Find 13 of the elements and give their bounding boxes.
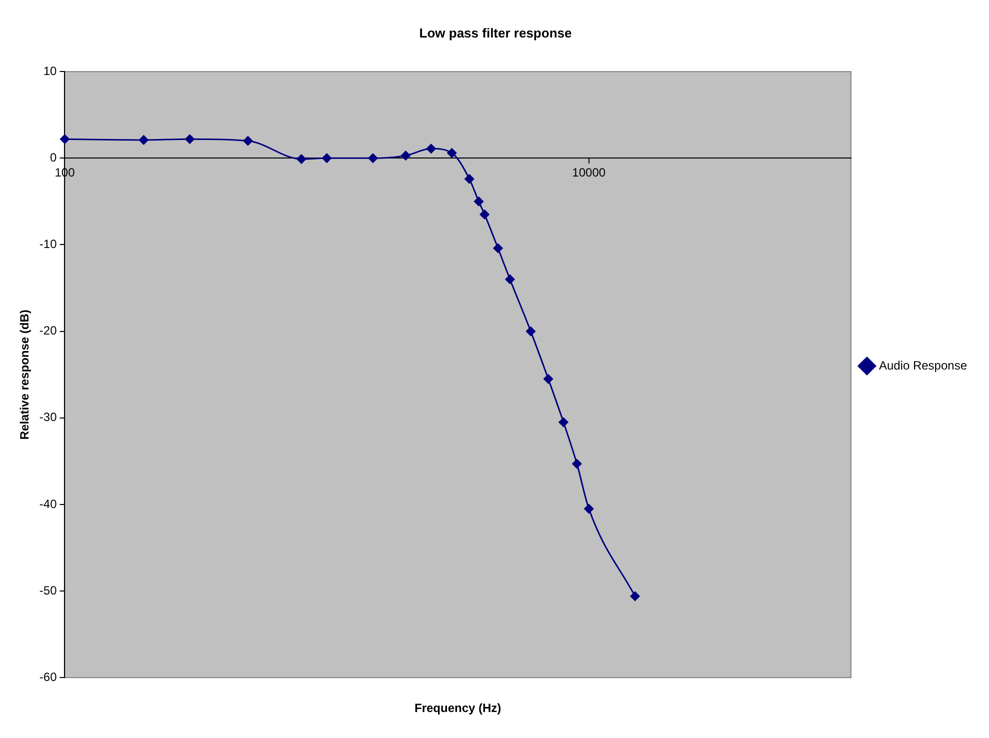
y-tick-label: -50 — [39, 583, 58, 598]
y-tick-label: -20 — [39, 324, 58, 338]
chart-title: Low pass filter response — [419, 25, 572, 40]
y-axis-title: Relative response (dB) — [18, 310, 32, 440]
y-tick-label: -10 — [39, 237, 58, 252]
y-tick-label: 10 — [43, 64, 58, 78]
y-tick-label: -30 — [39, 410, 58, 424]
x-tick-label: 10000 — [572, 166, 606, 180]
y-tick-label: -40 — [39, 496, 58, 511]
y-tick-label: -60 — [39, 670, 58, 684]
y-tick-label: 0 — [50, 150, 58, 164]
x-axis-title: Frequency (Hz) — [414, 701, 502, 716]
legend-label: Audio Response — [878, 358, 968, 372]
